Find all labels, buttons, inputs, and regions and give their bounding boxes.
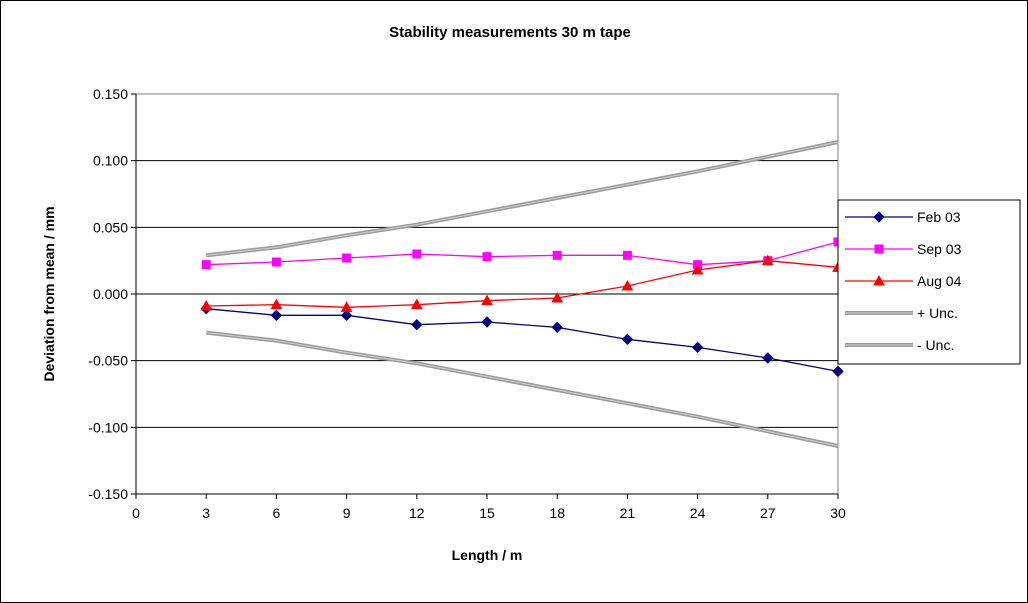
data-point [412,249,422,259]
y-tick-label: 0.100 [93,153,128,169]
x-tick-label: 0 [132,505,140,521]
x-tick-label: 27 [760,505,776,521]
data-point [621,279,634,291]
data-point [482,252,492,262]
y-axis-ticks: 0.150 0.100 0.050 0.000 -0.050 -0.100 -0.150 [88,86,137,502]
x-tick-label: 3 [202,505,210,521]
data-point [340,301,353,312]
grid [136,160,838,428]
data-point [271,257,281,267]
x-tick-label: 30 [830,505,846,521]
series-unc [205,330,839,448]
data-point [552,250,562,260]
legend-item: Aug 04 [845,273,962,289]
data-point [551,291,564,303]
data-point [621,333,634,346]
band-line [205,330,839,448]
y-tick-label: 0.150 [93,86,128,102]
y-tick-label: -0.100 [88,419,128,435]
data-point [410,298,423,310]
data-point [270,298,283,310]
y-tick-label: -0.050 [88,353,128,369]
band-line [205,140,839,258]
data-point [411,318,423,331]
data-point [481,316,493,328]
legend-label: Sep 03 [917,241,962,257]
legend-marker [874,244,884,254]
data-point [551,321,563,334]
legend-item: + Unc. [845,305,958,321]
data-point [201,260,211,270]
data-point [200,299,213,311]
series-unc [205,140,839,258]
legend-item: Sep 03 [845,241,962,257]
data-point [622,250,632,260]
x-axis-title: Length / m [452,547,523,563]
legend-marker [873,274,885,286]
y-tick-label: 0.000 [93,286,128,302]
x-tick-label: 15 [479,505,495,521]
legend-item: - Unc. [845,337,954,353]
x-axis-ticks: 0 3 6 9 12 15 18 21 24 27 30 [132,493,846,521]
band-line-highlight [206,141,839,256]
legend-label: - Unc. [917,337,954,353]
y-tick-label: 0.050 [93,219,128,235]
band-line-highlight [206,332,839,447]
data-point [832,365,844,378]
series-line [206,260,839,308]
legend-label: + Unc. [917,305,958,321]
legend-marker [873,211,885,223]
series-line [206,241,839,266]
x-tick-label: 24 [690,505,706,521]
legend-box [837,199,1021,365]
y-tick-label: -0.150 [88,486,128,502]
x-tick-label: 9 [343,505,351,521]
data-point [762,352,774,364]
legend: Feb 03 Sep 03 Aug 04 + Unc. - Unc. [837,199,1021,365]
x-tick-label: 12 [409,505,425,521]
legend-item: Feb 03 [845,209,961,225]
legend-label: Aug 04 [917,273,962,289]
data-point [481,294,493,306]
y-axis-title: Deviation from mean / mm [41,206,57,381]
x-tick-label: 21 [620,505,636,521]
x-tick-label: 18 [549,505,565,521]
data-point [270,309,283,322]
x-tick-label: 6 [273,505,281,521]
series-line [206,308,839,372]
data-point [691,341,704,354]
series-aug-04 [200,254,844,312]
data-point [691,263,704,275]
chart-title: Stability measurements 30 m tape [389,24,631,41]
series-feb-03 [200,302,844,378]
data-point [340,309,353,322]
data-point [342,253,352,263]
legend-label: Feb 03 [917,209,961,225]
data-point [761,254,774,266]
